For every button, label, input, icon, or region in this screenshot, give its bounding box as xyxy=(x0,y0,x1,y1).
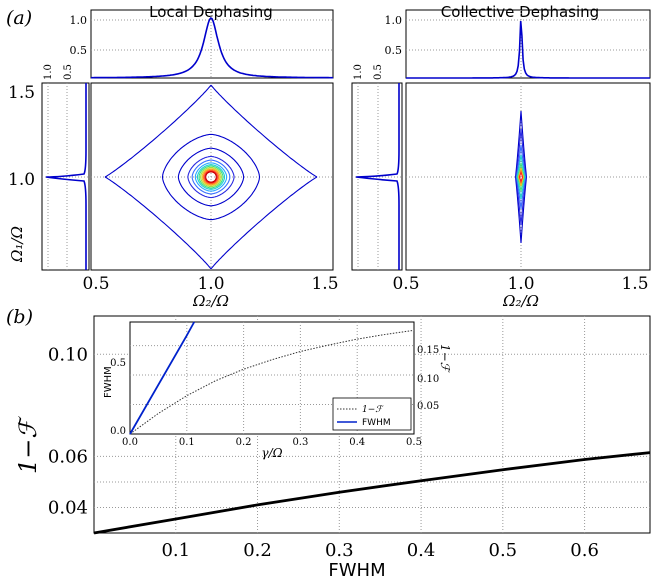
panel-b-y-label: 1−ℱ xyxy=(14,416,42,474)
right-marginal-tick-1.0: 1.0 xyxy=(385,14,403,27)
inset-y-right-tick-0.15: 0.15 xyxy=(417,345,439,356)
left-contour-level xyxy=(198,165,224,189)
panel-b-x-tick: 0.5 xyxy=(489,540,518,561)
left-x-tick-1.0: 1.0 xyxy=(197,274,224,294)
inset-legend: 1−ℱ FWHM xyxy=(332,397,412,431)
panel-b-x-ticks: 0.1 0.2 0.3 0.4 0.5 0.6 xyxy=(161,540,598,561)
right-contour-level xyxy=(518,169,524,185)
inset-y-left-tick-0.0: 0.0 xyxy=(110,426,126,437)
left-contour-level xyxy=(202,169,220,185)
inset-x-label: γ/Ω xyxy=(261,446,282,460)
right-side-tick-1.0: 1.0 xyxy=(353,64,364,80)
panel-b-main: 0.1 0.2 0.3 0.4 0.5 0.6 0.04 0.06 0.10 xyxy=(48,315,651,561)
left-contour-level xyxy=(187,155,235,199)
left-contour-level xyxy=(177,147,245,207)
panel-b-y-tick: 0.04 xyxy=(48,497,88,518)
left-contour-level xyxy=(104,84,318,270)
y-tick-1.5: 1.5 xyxy=(8,83,35,103)
inset-x-tick: 0.0 xyxy=(122,437,138,448)
inset-infidelity-curve xyxy=(129,329,415,435)
inset-x-tick: 0.1 xyxy=(179,437,195,448)
inset-x-tick: 0.5 xyxy=(406,437,422,448)
right-contour-level xyxy=(514,110,528,244)
left-x-axis-label: Ω₂/Ω xyxy=(192,292,229,310)
inset-x-tick: 0.2 xyxy=(236,437,252,448)
inset: 0.0 0.1 0.2 0.3 0.4 0.5 0.0 0.5 FWHM 0.05 0.1… xyxy=(103,321,452,460)
right-contour-plot xyxy=(405,82,651,271)
right-side-marginal: 1.0 0.5 xyxy=(351,64,403,271)
right-side-tick-0.5: 0.5 xyxy=(373,64,384,80)
right-contour-level xyxy=(516,154,526,200)
right-marginal-tick-0.5: 0.5 xyxy=(385,44,403,57)
infidelity-vs-fwhm-line xyxy=(93,451,651,535)
right-x-axis-label: Ω₂/Ω xyxy=(502,292,539,310)
panel-b-x-tick: 0.3 xyxy=(325,540,354,561)
left-contour-level xyxy=(161,133,261,221)
inset-x-tick: 0.3 xyxy=(292,437,308,448)
left-contour-level xyxy=(201,168,221,186)
left-top-marginal: 0.5 1.0 xyxy=(70,9,334,79)
y-axis-label-a: Ω₁/Ω xyxy=(8,226,26,263)
panel-b-x-tick: 0.6 xyxy=(570,540,599,561)
left-side-curve xyxy=(45,83,87,270)
left-contour-lines xyxy=(104,84,318,270)
panel-a-label: (a) xyxy=(6,7,32,29)
legend-infidelity-label: 1−ℱ xyxy=(362,405,384,415)
panel-b-y-ticks: 0.04 0.06 0.10 xyxy=(48,344,88,518)
inset-y-right-tick-0.05: 0.05 xyxy=(417,401,439,412)
left-contour-plot xyxy=(90,82,334,271)
left-contour-level xyxy=(196,164,226,190)
left-marginal-tick-0.5: 0.5 xyxy=(70,44,88,57)
left-marginal-tick-1.0: 1.0 xyxy=(70,14,88,27)
left-x-tick-1.5: 1.5 xyxy=(311,274,338,294)
left-side-tick-0.5: 0.5 xyxy=(63,64,74,80)
panel-b-y-tick: 0.10 xyxy=(48,344,88,365)
left-contour-level xyxy=(205,171,217,183)
panel-b-x-tick: 0.1 xyxy=(161,540,190,561)
left-marginal-curve xyxy=(91,16,333,79)
right-x-tick-0.5: 0.5 xyxy=(392,274,419,294)
inset-y-right-tick-0.10: 0.10 xyxy=(417,374,439,385)
panel-b-x-label: FWHM xyxy=(328,560,385,580)
left-contour-level xyxy=(204,170,218,184)
inset-x-ticks: 0.0 0.1 0.2 0.3 0.4 0.5 xyxy=(122,437,422,448)
y-tick-1.0: 1.0 xyxy=(8,170,35,190)
right-title: Collective Dephasing xyxy=(441,3,599,21)
left-title: Local Dephasing xyxy=(149,3,273,21)
right-contour-level xyxy=(515,128,527,226)
right-side-curve xyxy=(355,83,400,270)
right-contour-level xyxy=(517,167,525,187)
left-side-tick-1.0: 1.0 xyxy=(43,64,54,80)
right-top-marginal: 0.5 1.0 xyxy=(385,9,651,79)
inset-y-right-label: 1−ℱ xyxy=(438,344,452,374)
panel-b-label: (b) xyxy=(6,306,33,328)
inset-fwhm-curve xyxy=(129,321,195,435)
inset-grid xyxy=(130,322,414,434)
left-contour-level xyxy=(200,166,222,188)
right-x-tick-1.0: 1.0 xyxy=(507,274,534,294)
panel-b-x-tick: 0.4 xyxy=(407,540,436,561)
right-contour-level xyxy=(515,144,527,210)
right-contour-lines xyxy=(514,110,528,244)
right-contour-level xyxy=(517,162,525,192)
panel-b-y-tick: 0.06 xyxy=(48,446,88,467)
left-side-marginal: 1.0 0.5 xyxy=(41,64,90,271)
panel-b-x-tick: 0.2 xyxy=(243,540,272,561)
left-x-tick-0.5: 0.5 xyxy=(82,274,109,294)
inset-y-left-tick-0.5: 0.5 xyxy=(110,358,126,369)
legend-fwhm-label: FWHM xyxy=(362,418,391,428)
right-marginal-curve xyxy=(406,20,650,79)
right-x-tick-1.5: 1.5 xyxy=(621,274,648,294)
left-contour-level xyxy=(191,159,231,195)
inset-y-left-label: FWHM xyxy=(103,366,114,398)
inset-x-tick: 0.4 xyxy=(349,437,365,448)
left-contour-level xyxy=(194,162,228,192)
